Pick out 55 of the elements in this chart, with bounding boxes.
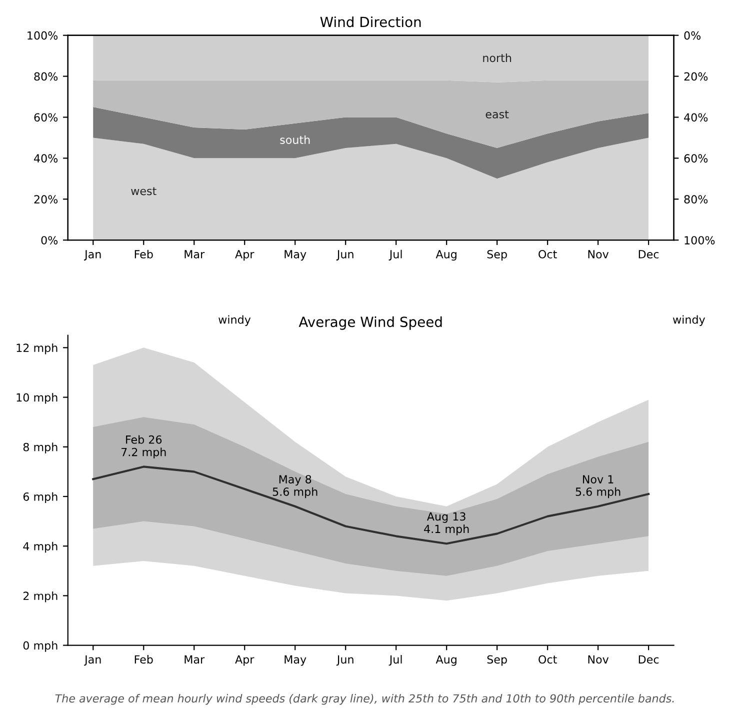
annotation: Aug 13 4.1 mph (424, 512, 469, 536)
y2-tick-label: 40% (684, 113, 708, 122)
x-tick-label: Dec (638, 655, 659, 664)
x-tick-label: Mar (184, 250, 205, 258)
x-tick-label: Jun (336, 250, 354, 260)
x-tick-label: Feb (134, 250, 153, 258)
series-label: north (483, 54, 512, 62)
x-tick-label: May (284, 655, 306, 666)
y-tick-label: 6 mph (23, 492, 58, 504)
x-tick-label: Jan (84, 250, 101, 260)
text: The average of mean hourly wind speeds (dark gray line), with 25th to 75th and 10th to 90th percentile bands. (55, 694, 674, 705)
y2-tick-label: 100% (684, 236, 715, 244)
x-tick-label: Jan (84, 655, 101, 666)
text: windy (218, 315, 251, 326)
y-tick-label: 2 mph (23, 591, 58, 602)
x-tick-label: Jul (388, 655, 402, 666)
series-label: east (486, 110, 509, 118)
y-tick-label: 8 mph (23, 442, 58, 454)
y-tick-label: 100% (28, 31, 58, 40)
x-tick-label: Jun (336, 655, 354, 666)
x-tick-label: Sep (487, 655, 507, 666)
x-tick-label: Jul (388, 250, 402, 260)
chart-title: Wind Direction (320, 16, 421, 28)
x-tick-label: Aug (436, 250, 456, 261)
y-tick-label: 0 mph (23, 641, 58, 652)
x-tick-label: Mar (184, 655, 205, 664)
chart-title: Average Wind Speed (298, 316, 442, 330)
x-tick-label: Nov (588, 655, 609, 664)
x-tick-label: Oct (538, 655, 557, 664)
x-tick-label: Nov (588, 250, 609, 258)
x-tick-label: May (284, 250, 306, 261)
y-tick-label: 4 mph (23, 542, 58, 553)
y-tick-label: 20% (34, 195, 58, 204)
x-tick-label: Sep (487, 250, 507, 261)
y-tick-label: 60% (34, 113, 58, 122)
y2-tick-label: 0% (684, 31, 701, 40)
x-tick-label: Apr (235, 655, 254, 666)
y-tick-label: 12 mph (16, 343, 58, 354)
annotation: Nov 1 5.6 mph (576, 475, 620, 498)
y-tick-label: 10 mph (16, 393, 58, 404)
annotation: May 8 5.6 mph (272, 475, 318, 498)
text: windy (672, 315, 706, 326)
x-tick-label: Apr (235, 250, 254, 261)
y-tick-label: 80% (34, 72, 58, 81)
x-tick-label: Dec (638, 250, 659, 258)
y2-tick-label: 60% (684, 154, 708, 163)
annotation: Feb 26 7.2 mph (121, 435, 166, 458)
x-tick-label: Oct (538, 250, 557, 258)
x-tick-label: Aug (436, 655, 456, 666)
y2-tick-label: 20% (684, 72, 708, 81)
y-tick-label: 40% (34, 154, 58, 163)
line-series (92, 466, 650, 545)
y-tick-label: 0% (41, 236, 58, 244)
y2-tick-label: 80% (684, 195, 708, 204)
x-tick-label: Feb (134, 655, 153, 664)
